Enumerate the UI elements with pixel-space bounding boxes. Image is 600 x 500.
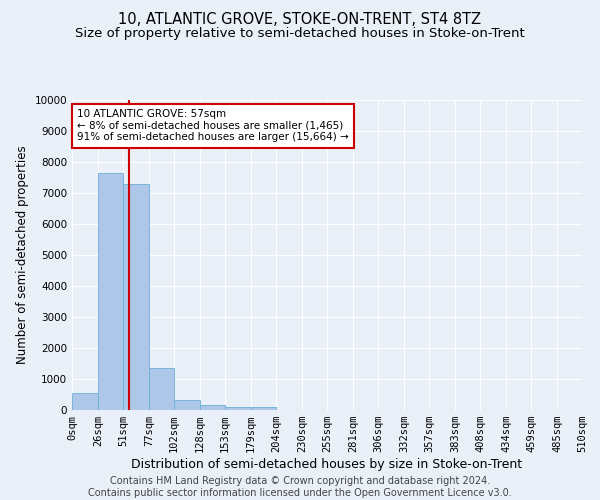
Text: 10, ATLANTIC GROVE, STOKE-ON-TRENT, ST4 8TZ: 10, ATLANTIC GROVE, STOKE-ON-TRENT, ST4 … <box>118 12 482 28</box>
Bar <box>200 405 225 410</box>
Y-axis label: Number of semi-detached properties: Number of semi-detached properties <box>16 146 29 364</box>
Bar <box>123 184 149 410</box>
Text: Size of property relative to semi-detached houses in Stoke-on-Trent: Size of property relative to semi-detach… <box>75 28 525 40</box>
Bar <box>98 173 123 410</box>
Bar <box>149 368 174 410</box>
X-axis label: Distribution of semi-detached houses by size in Stoke-on-Trent: Distribution of semi-detached houses by … <box>131 458 523 471</box>
Text: Contains HM Land Registry data © Crown copyright and database right 2024.
Contai: Contains HM Land Registry data © Crown c… <box>88 476 512 498</box>
Bar <box>72 392 98 410</box>
Bar <box>174 400 200 410</box>
Text: 10 ATLANTIC GROVE: 57sqm
← 8% of semi-detached houses are smaller (1,465)
91% of: 10 ATLANTIC GROVE: 57sqm ← 8% of semi-de… <box>77 110 349 142</box>
Bar <box>225 406 251 410</box>
Bar <box>251 407 276 410</box>
